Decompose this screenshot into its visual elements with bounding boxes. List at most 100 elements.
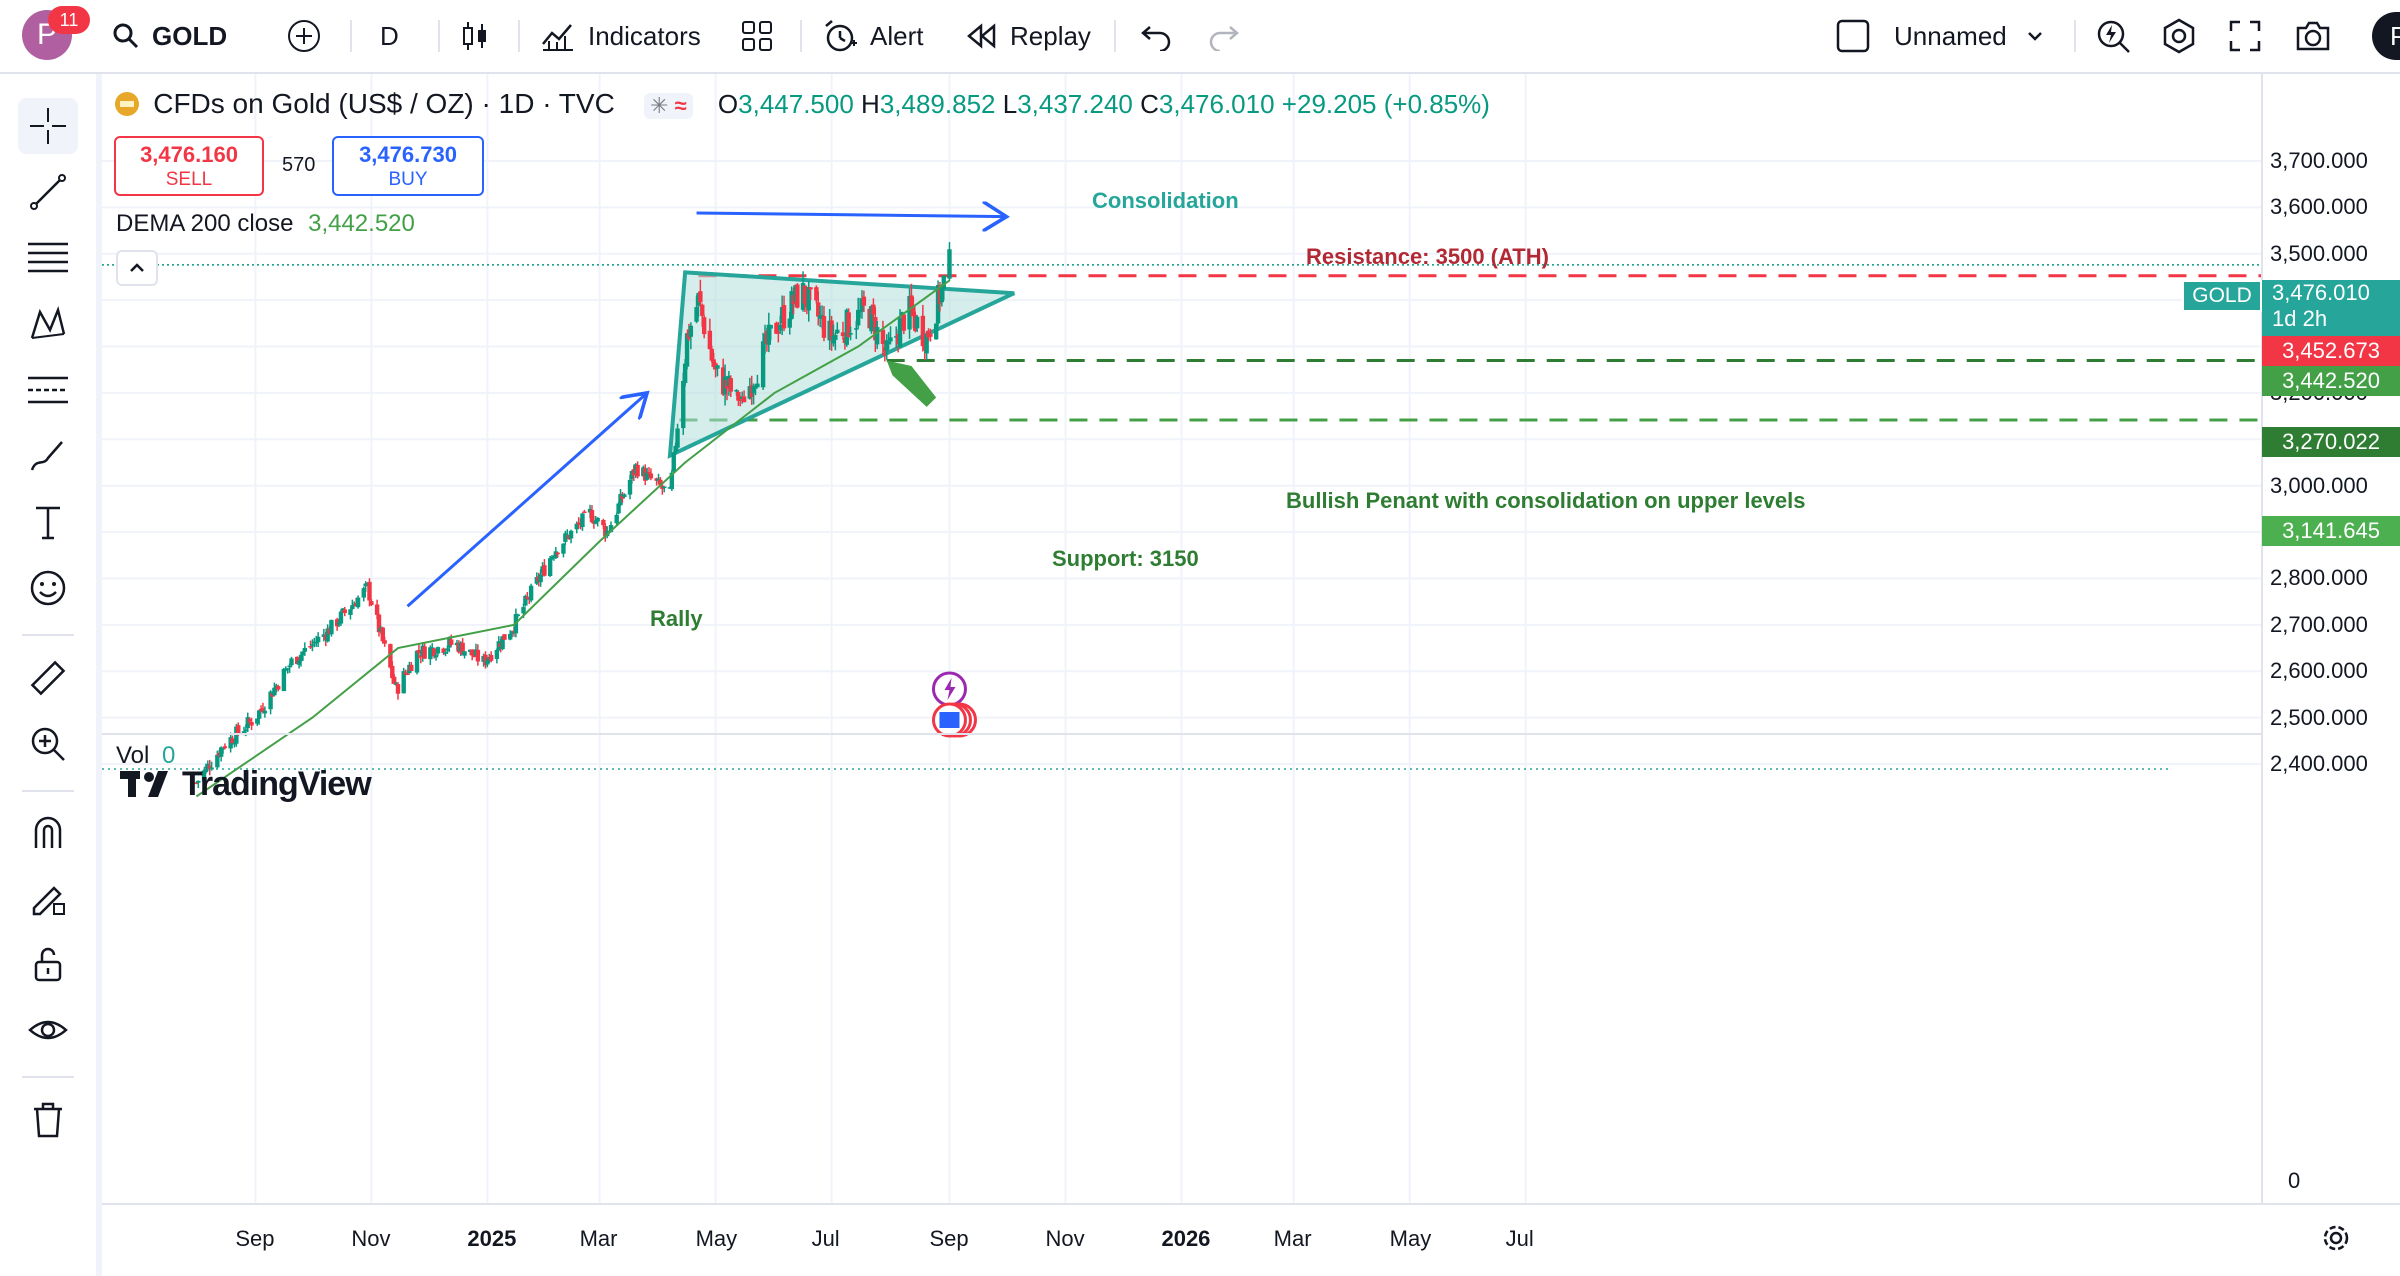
square-icon <box>1836 19 1870 53</box>
candle-body <box>734 390 739 392</box>
grid-icon <box>742 21 772 51</box>
redo-button[interactable] <box>1206 14 1240 58</box>
time-tick: Sep <box>235 1226 275 1251</box>
notification-count: 11 <box>59 10 79 30</box>
prediction-tool[interactable] <box>18 362 78 418</box>
undo-button[interactable] <box>1140 14 1174 58</box>
candle-body <box>401 671 406 694</box>
candle-body <box>390 665 395 679</box>
snapshot-button[interactable] <box>2294 14 2332 58</box>
templates-button[interactable] <box>740 14 774 58</box>
indicator-legend[interactable]: DEMA 200 close 3,442.520 <box>116 210 415 238</box>
emoji-tool[interactable] <box>18 560 78 616</box>
candle-body <box>776 331 781 334</box>
support-label[interactable]: Support: 3150 <box>1052 546 1199 571</box>
candle-body <box>431 648 437 657</box>
pennant-drawing[interactable] <box>667 270 1015 459</box>
publish-button[interactable]: Pu <box>2372 12 2400 60</box>
settings-button[interactable] <box>2160 14 2198 58</box>
tradingview-icon <box>120 771 168 797</box>
magnet-tool[interactable] <box>18 804 78 860</box>
candle-body <box>196 780 201 783</box>
remove-drawings-tool[interactable] <box>18 1092 78 1148</box>
text-tool[interactable] <box>18 494 78 550</box>
hide-drawings-tool[interactable] <box>18 1002 78 1058</box>
candle-body <box>348 609 353 615</box>
fullscreen-button[interactable] <box>2228 14 2262 58</box>
candle-body <box>781 305 787 329</box>
crosshair-tool[interactable] <box>18 98 78 154</box>
replay-button[interactable]: Replay <box>966 14 1091 58</box>
candle-body <box>471 654 477 657</box>
candle-body <box>523 595 528 606</box>
quick-search-button[interactable] <box>2094 14 2132 58</box>
candle-body <box>671 452 676 472</box>
drawing-arrows[interactable] <box>406 213 1007 608</box>
measure-tool[interactable] <box>18 650 78 706</box>
axis-settings-button[interactable] <box>2320 1222 2352 1259</box>
pennant-label[interactable]: Bullish Penant with consolidation on upp… <box>1286 488 1806 513</box>
lock-drawings-tool[interactable] <box>18 936 78 992</box>
support-price-tag: 3,141.645 <box>2262 516 2400 546</box>
candle-body <box>547 558 553 577</box>
alert-button[interactable]: Alert <box>822 14 923 58</box>
candle-body <box>462 651 467 656</box>
consolidation-arrow <box>696 213 1007 217</box>
consolidation-label[interactable]: Consolidation <box>1092 188 1239 213</box>
candle-body <box>861 296 867 306</box>
candle-body <box>553 551 559 558</box>
compare-symbol-button[interactable] <box>286 14 322 58</box>
candle-body <box>338 611 344 624</box>
pattern-icon <box>30 305 66 339</box>
toolbar-divider <box>22 634 74 636</box>
candle-body <box>582 511 587 514</box>
gold-logo-icon <box>115 92 139 116</box>
candle-body <box>310 644 315 646</box>
candle-body <box>675 428 680 448</box>
candle-body <box>260 708 266 713</box>
candle-body <box>300 651 306 656</box>
fib-tool[interactable] <box>18 230 78 286</box>
price-tick: 3,700.000 <box>2270 148 2368 173</box>
chart-area[interactable]: CFDs on Gold (US$ / OZ) · 1D · TVC ✳ ≈ O… <box>102 74 2400 1276</box>
chart-canvas[interactable] <box>102 74 2400 1276</box>
sell-button[interactable]: 3,476.160 SELL <box>114 136 264 196</box>
symbol-tag: GOLD <box>2182 280 2262 312</box>
chart-type-button[interactable] <box>458 14 492 58</box>
resistance-label[interactable]: Resistance: 3500 (ATH) <box>1306 244 1549 269</box>
candle-body <box>648 473 654 479</box>
candle-body <box>222 746 228 749</box>
data-source-badge[interactable]: ✳ ≈ <box>644 93 693 119</box>
brush-tool[interactable] <box>18 428 78 484</box>
interval-button[interactable]: D <box>380 14 399 58</box>
candle-body <box>382 640 387 644</box>
symbol-search-button[interactable]: GOLD <box>112 14 227 58</box>
candle-body <box>376 614 382 633</box>
lock-drawing-mode-tool[interactable] <box>18 870 78 926</box>
tradingview-logo[interactable]: TradingView <box>120 764 372 804</box>
rally-label[interactable]: Rally <box>650 606 703 631</box>
pattern-tool[interactable] <box>18 296 78 352</box>
symbol-title[interactable]: CFDs on Gold (US$ / OZ) · 1D · TVC <box>153 88 615 119</box>
candle-body <box>736 391 741 401</box>
indicators-button[interactable]: Indicators <box>540 14 701 58</box>
tradingview-wordmark: TradingView <box>182 764 372 803</box>
zoom-tool[interactable] <box>18 716 78 772</box>
candle-body <box>409 664 414 671</box>
trend-line-tool[interactable] <box>18 164 78 220</box>
brush-icon <box>30 441 63 471</box>
candle-body <box>220 747 226 750</box>
candle-body <box>854 328 859 330</box>
drawing-toolbar <box>0 74 102 1276</box>
asterisk-icon: ✳ <box>650 93 669 118</box>
event-markers[interactable] <box>931 671 977 738</box>
wave-icon: ≈ <box>674 93 687 118</box>
candle-body <box>287 665 292 668</box>
candle-body <box>355 597 361 608</box>
candle-body <box>662 486 667 489</box>
layout-menu-button[interactable]: Unnamed <box>1836 14 2045 58</box>
magnet-icon <box>34 816 62 848</box>
buy-button[interactable]: 3,476.730 BUY <box>332 136 484 196</box>
candle-body <box>669 472 675 490</box>
collapse-legend-button[interactable] <box>116 250 158 286</box>
